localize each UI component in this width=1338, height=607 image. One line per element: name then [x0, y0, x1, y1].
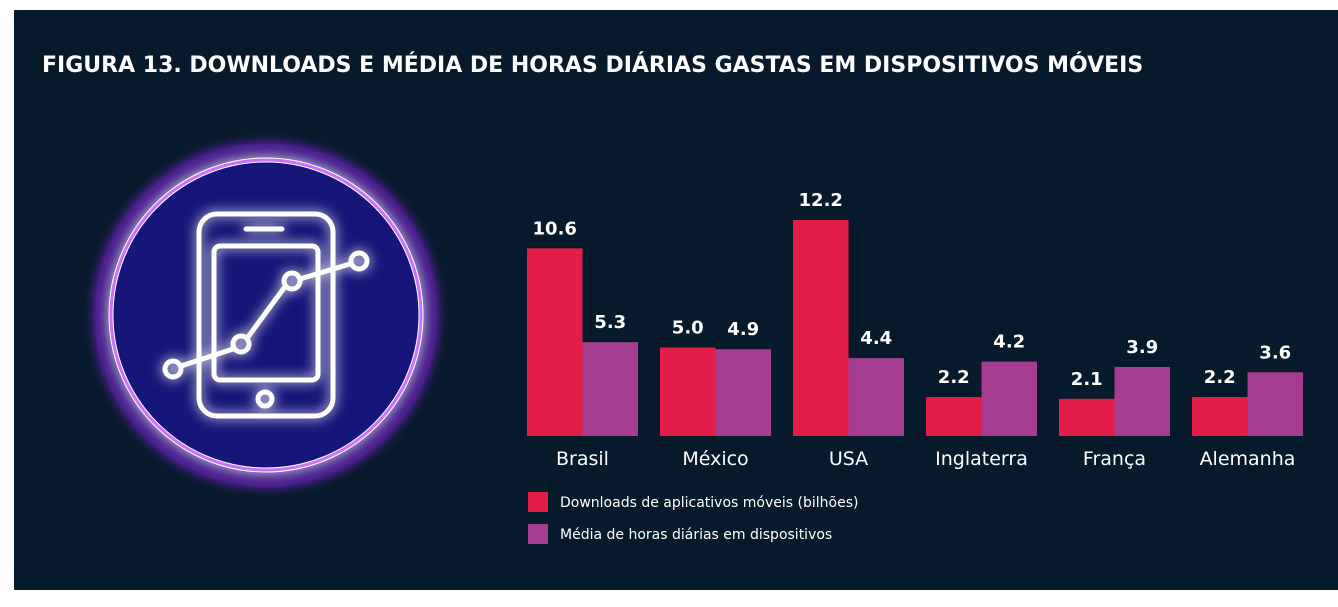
data-label: 12.2: [799, 190, 843, 211]
bar: [848, 358, 904, 436]
bar: [1059, 398, 1115, 436]
data-label: 5.0: [672, 317, 704, 338]
data-label: 2.1: [1071, 369, 1103, 390]
data-label: 3.6: [1259, 342, 1291, 363]
legend-label: Média de horas diárias em dispositivos: [560, 527, 832, 543]
legend-label: Downloads de aplicativos móveis (bilhões…: [560, 495, 858, 511]
x-tick-label: Brasil: [556, 448, 609, 470]
data-label: 4.2: [993, 332, 1025, 353]
legend-swatch: [528, 492, 548, 512]
x-tick-label: Alemanha: [1200, 448, 1296, 470]
data-label: 2.2: [938, 367, 970, 388]
bar: [981, 361, 1037, 436]
chart-title: FIGURA 13. DOWNLOADS E MÉDIA DE HORAS DI…: [42, 52, 1143, 78]
data-label: 3.9: [1126, 337, 1158, 358]
data-label: 4.4: [860, 328, 892, 349]
bar: [660, 347, 716, 436]
bar: [1247, 372, 1303, 436]
x-tick-label: Inglaterra: [935, 448, 1028, 470]
legend-swatch: [528, 524, 548, 544]
bar: [1192, 397, 1248, 436]
x-tick-label: USA: [829, 448, 868, 470]
x-tick-label: México: [682, 448, 748, 470]
bar: [926, 397, 982, 436]
data-label: 10.6: [533, 218, 577, 239]
bar: [793, 220, 849, 436]
bar: [527, 248, 583, 436]
data-label: 2.2: [1204, 367, 1236, 388]
bar: [715, 349, 771, 436]
data-label: 4.9: [727, 319, 759, 340]
bar: [1114, 366, 1170, 436]
x-tick-label: França: [1083, 448, 1146, 470]
bar: [582, 342, 638, 436]
phone-icon: [81, 130, 451, 500]
data-label: 5.3: [594, 312, 626, 333]
